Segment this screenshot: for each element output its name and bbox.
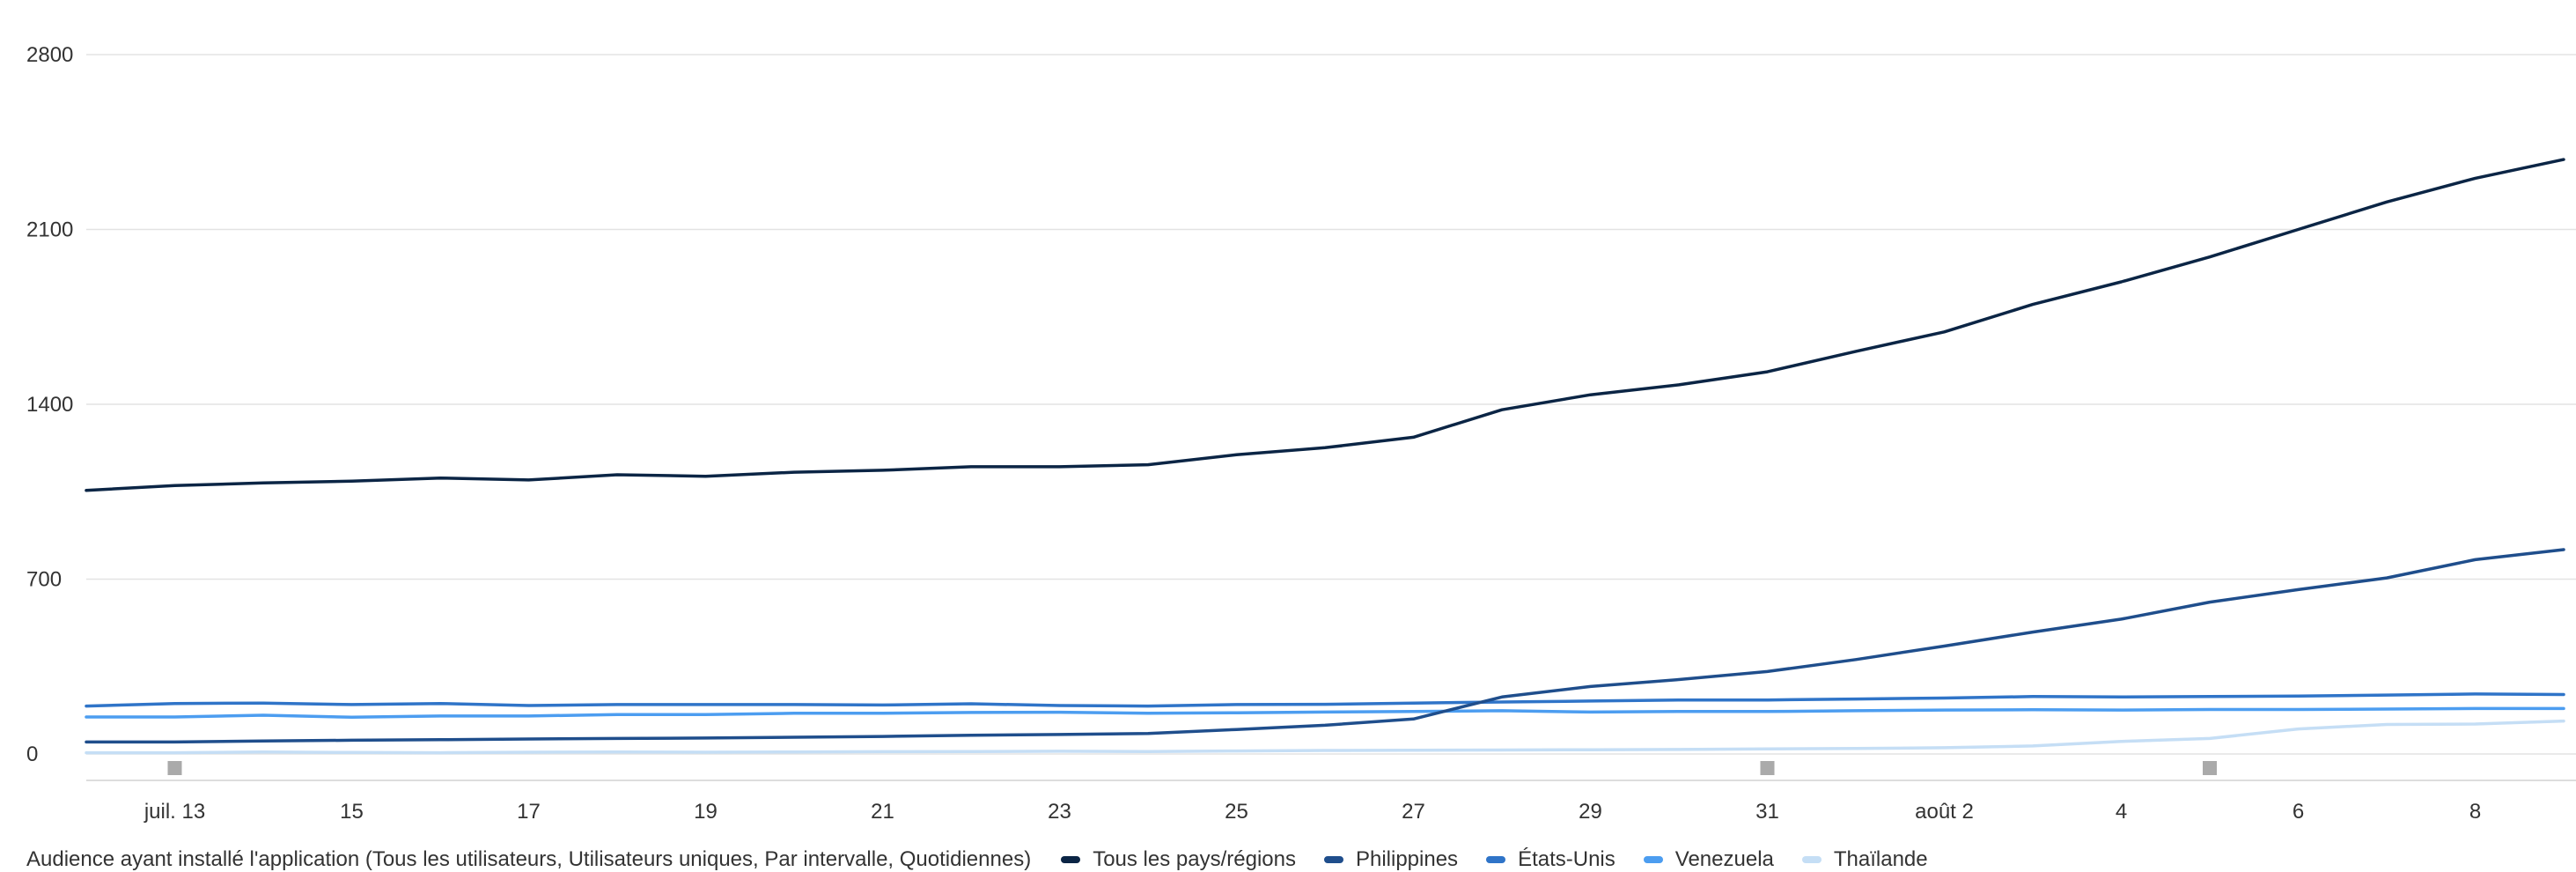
legend-swatch <box>1801 856 1822 863</box>
x-tick-label: 29 <box>1579 800 1602 824</box>
legend-item[interactable]: États-Unis <box>1486 847 1616 872</box>
x-tick-label: juil. 13 <box>144 800 205 824</box>
legend-label: Venezuela <box>1674 847 1774 871</box>
series-line <box>85 706 2565 720</box>
x-tick-label: 21 <box>871 800 894 824</box>
legend-swatch <box>1061 856 1081 863</box>
legend-item[interactable]: Venezuela <box>1643 847 1774 872</box>
y-tick-label: 2800 <box>26 43 73 67</box>
x-tick-label: 8 <box>2469 800 2481 824</box>
legend-swatch <box>1486 856 1506 863</box>
x-tick-label: 31 <box>1755 800 1779 824</box>
x-tick-label: 27 <box>1402 800 1425 824</box>
y-tick-label: 1400 <box>26 393 73 417</box>
legend: Audience ayant installé l'application (T… <box>26 847 1956 872</box>
legend-item[interactable]: Thaïlande <box>1801 847 1928 872</box>
series-line <box>85 719 2565 755</box>
legend-label: Thaïlande <box>1833 847 1928 871</box>
legend-item[interactable]: Tous les pays/régions <box>1061 847 1296 872</box>
legend-items: Tous les pays/régions Philippines États-Un… <box>1061 847 1955 872</box>
legend-label: Tous les pays/régions <box>1093 847 1296 871</box>
series-lines <box>85 158 2565 755</box>
y-tick-label: 700 <box>26 568 62 592</box>
x-tick-label: 6 <box>2293 800 2304 824</box>
x-tick-label: 19 <box>694 800 718 824</box>
legend-label: États-Unis <box>1518 847 1616 871</box>
y-tick-label: 0 <box>26 743 38 766</box>
legend-label: Philippines <box>1355 847 1459 871</box>
x-axis-tick-labels: juil. 13 15 17 19 21 23 25 27 29 31 août 2 4 6 8 <box>144 800 2481 824</box>
x-tick-label: 15 <box>340 800 364 824</box>
x-tick-label: 25 <box>1225 800 1248 824</box>
x-tick-label: 4 <box>2116 800 2127 824</box>
y-tick-label: 2100 <box>26 218 73 242</box>
grid-lines <box>86 54 2576 755</box>
annotation-marker[interactable] <box>2203 761 2217 775</box>
series-line <box>85 548 2565 744</box>
legend-item[interactable]: Philippines <box>1323 847 1459 872</box>
y-axis-tick-labels: 0 700 1400 2100 2800 <box>26 43 73 766</box>
annotation-marker[interactable] <box>1760 761 1775 775</box>
legend-title: Audience ayant installé l'application (T… <box>26 847 1032 871</box>
legend-swatch <box>1323 856 1343 863</box>
x-tick-label: août 2 <box>1915 800 1974 824</box>
x-tick-label: 23 <box>1048 800 1071 824</box>
annotation-marker[interactable] <box>167 761 182 775</box>
x-tick-label: 17 <box>517 800 541 824</box>
series-line <box>85 692 2565 708</box>
legend-swatch <box>1643 856 1663 863</box>
annotation-markers[interactable] <box>167 761 2218 775</box>
series-line <box>85 158 2565 492</box>
